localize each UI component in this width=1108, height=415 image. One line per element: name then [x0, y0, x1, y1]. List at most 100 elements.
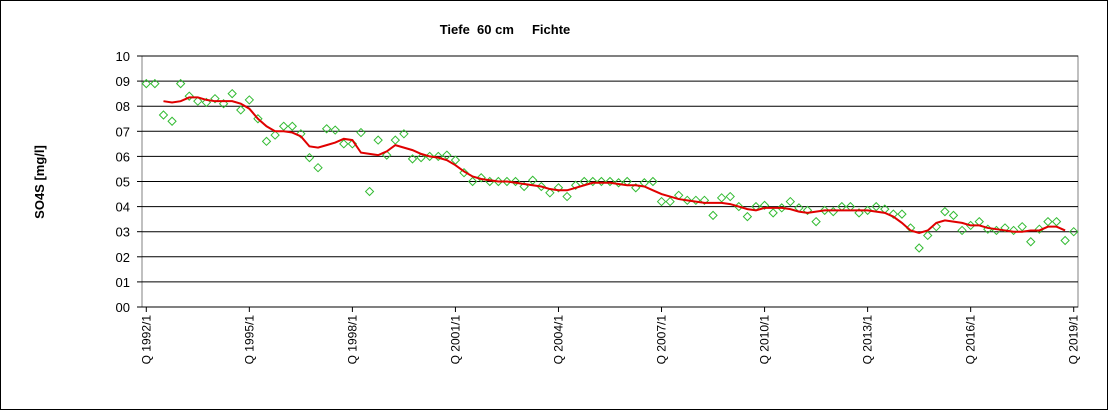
data-point: [1043, 216, 1053, 227]
data-point: [1017, 221, 1027, 232]
data-point: [656, 196, 667, 207]
data-point: [1051, 216, 1062, 227]
data-point: [588, 176, 598, 187]
y-tick-label: 08: [116, 99, 130, 114]
data-point: [570, 180, 581, 190]
data-point: [364, 186, 375, 197]
y-tick-label: 07: [116, 124, 130, 139]
data-point: [476, 173, 486, 183]
data-point: [854, 208, 864, 218]
data-point: [502, 176, 512, 187]
data-point: [1060, 235, 1070, 246]
y-tick-label: 06: [116, 149, 130, 164]
data-point: [768, 208, 778, 218]
data-point: [150, 78, 160, 89]
data-point: [648, 176, 658, 187]
data-point: [708, 210, 718, 221]
x-tick-label: Q 2013/1: [861, 315, 875, 365]
data-point: [802, 205, 813, 216]
data-point: [304, 152, 315, 163]
data-point: [253, 114, 263, 124]
data-point: [373, 135, 383, 145]
x-tick-label: Q 2010/1: [758, 315, 772, 365]
data-point: [356, 127, 366, 138]
data-point: [399, 129, 409, 139]
data-point: [1069, 226, 1079, 237]
data-point: [244, 95, 255, 105]
data-point: [897, 209, 907, 219]
y-tick-label: 05: [116, 175, 130, 190]
data-point: [811, 216, 821, 227]
data-point: [819, 205, 830, 216]
data-point: [193, 96, 203, 106]
data-point: [862, 205, 873, 216]
data-point: [914, 243, 924, 253]
data-point: [287, 121, 297, 131]
data-point: [167, 116, 177, 126]
data-point: [1000, 223, 1010, 233]
data-point: [957, 225, 967, 236]
data-point: [313, 162, 323, 173]
data-point: [905, 223, 916, 233]
data-point: [923, 230, 933, 241]
data-point: [1034, 224, 1045, 234]
data-point: [888, 209, 899, 219]
x-tick-label: Q 2004/1: [551, 315, 565, 365]
y-tick-label: 00: [116, 300, 130, 315]
data-point: [665, 196, 675, 207]
data-point: [545, 188, 555, 198]
data-point: [785, 196, 796, 207]
data-point: [510, 176, 521, 187]
x-tick-label: Q 2019/1: [1067, 315, 1081, 365]
data-point: [184, 91, 194, 101]
data-point: [699, 195, 710, 206]
data-point: [339, 139, 349, 149]
x-tick-label: Q 1992/1: [139, 315, 153, 365]
data-point: [218, 98, 229, 109]
y-tick-label: 10: [116, 49, 130, 64]
data-point: [596, 176, 607, 187]
x-tick-label: Q 1995/1: [242, 315, 256, 365]
data-point: [562, 191, 572, 202]
data-point: [725, 191, 735, 202]
data-point: [236, 105, 246, 115]
y-tick-label: 04: [116, 200, 130, 215]
data-point: [742, 211, 753, 222]
data-point: [871, 201, 881, 212]
y-tick-label: 09: [116, 74, 130, 89]
data-point: [940, 206, 950, 217]
y-tick-label: 03: [116, 225, 130, 240]
data-point: [210, 93, 220, 104]
x-tick-label: Q 2001/1: [448, 315, 462, 365]
y-tick-label: 02: [116, 250, 130, 265]
data-point: [605, 176, 615, 187]
chart-title: Tiefe 60 cm Fichte: [440, 22, 571, 37]
data-point: [716, 193, 727, 203]
data-point: [613, 178, 624, 188]
data-point: [416, 152, 426, 163]
data-point: [433, 151, 443, 162]
data-point: [759, 200, 770, 211]
data-point: [407, 154, 418, 164]
data-point: [691, 195, 701, 206]
data-point: [278, 121, 289, 131]
data-point: [321, 124, 332, 134]
data-point: [158, 110, 169, 120]
data-point: [175, 78, 186, 89]
x-tick-label: Q 1998/1: [345, 315, 359, 365]
data-point: [948, 210, 959, 221]
data-point: [141, 78, 152, 89]
data-point: [467, 176, 478, 187]
y-axis-title: SO4S [mg/l]: [32, 145, 47, 219]
x-tick-label: Q 2007/1: [655, 315, 669, 365]
data-point: [261, 136, 272, 147]
data-point: [459, 168, 469, 178]
data-point: [270, 130, 280, 140]
y-tick-label: 01: [116, 275, 130, 290]
trend-line: [163, 96, 1066, 234]
data-point: [330, 125, 340, 135]
data-point: [553, 183, 564, 193]
data-point: [227, 88, 237, 99]
